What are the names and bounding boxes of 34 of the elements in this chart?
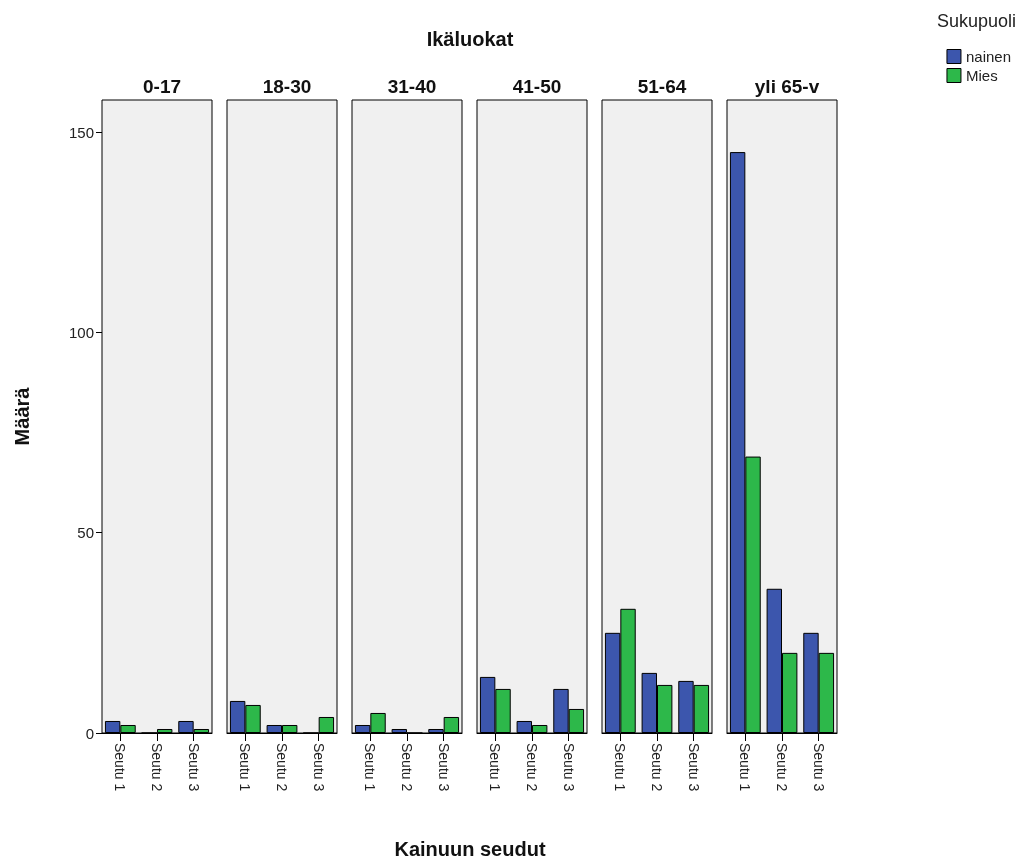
x-tick-label: Seutu 2 xyxy=(774,743,790,792)
x-tick-label: Seutu 2 xyxy=(524,743,540,792)
x-tick-label: Seutu 1 xyxy=(237,743,254,792)
text: Ikäluokat xyxy=(426,28,514,51)
legend-label: nainen xyxy=(965,48,1011,65)
y-tick-label: 150 xyxy=(68,123,94,141)
legend-title: Sukupuoli xyxy=(936,11,1016,31)
chart-title: 18-30 xyxy=(262,76,312,97)
y-tick-label: 100 xyxy=(68,323,94,341)
y-tick-label: 50 xyxy=(77,524,94,542)
x-tick-label: Seutu 2 xyxy=(274,743,290,792)
chart-title: 51-64 xyxy=(637,76,687,97)
x-tick-label: Seutu 1 xyxy=(487,743,504,792)
y-axis-title: Määrä xyxy=(11,386,33,446)
x-tick-label: Seutu 2 xyxy=(399,743,415,792)
x-tick-label: Seutu 1 xyxy=(362,743,379,792)
chart-title: yli 65-v xyxy=(754,76,820,97)
x-tick-label: Seutu 3 xyxy=(435,743,452,792)
chart-title: 31-40 xyxy=(387,76,437,97)
x-tick-label: Seutu 3 xyxy=(310,743,327,792)
x-tick-label: Seutu 2 xyxy=(649,743,665,792)
x-tick-label: Seutu 1 xyxy=(737,743,754,792)
y-tick-label: 0 xyxy=(85,724,94,742)
x-tick-label: Seutu 1 xyxy=(112,743,129,792)
x-tick-label: Seutu 3 xyxy=(810,743,827,792)
x-tick-label: Seutu 1 xyxy=(612,743,629,792)
x-tick-label: Seutu 2 xyxy=(149,743,165,792)
x-tick-label: Seutu 3 xyxy=(560,743,577,792)
text: Kainuun seudut xyxy=(394,838,546,861)
x-tick-label: Seutu 3 xyxy=(185,743,202,792)
legend-label: Mies xyxy=(965,67,998,84)
chart-title: 41-50 xyxy=(512,76,562,97)
chart-title: 0-17 xyxy=(142,76,182,97)
x-tick-label: Seutu 3 xyxy=(685,743,702,792)
